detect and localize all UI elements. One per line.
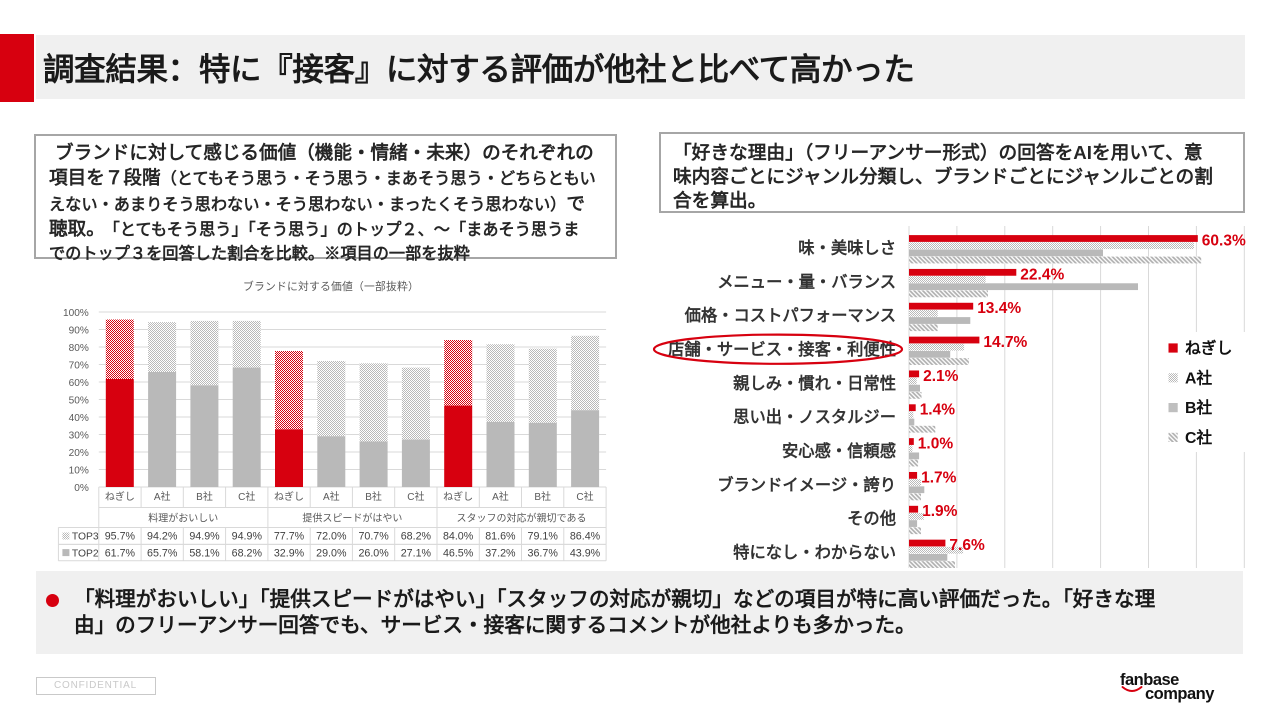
svg-text:B社: B社	[534, 490, 551, 503]
svg-text:1.0%: 1.0%	[918, 436, 954, 453]
svg-text:その他: その他	[847, 509, 897, 528]
svg-text:30%: 30%	[69, 431, 89, 442]
svg-text:0%: 0%	[74, 483, 89, 494]
svg-text:安心感・信頼感: 安心感・信頼感	[782, 442, 896, 461]
svg-text:36.7%: 36.7%	[528, 547, 559, 559]
svg-text:C社: C社	[1185, 428, 1212, 447]
svg-text:親しみ・慣れ・日常性: 親しみ・慣れ・日常性	[733, 374, 896, 393]
svg-text:A社: A社	[492, 490, 509, 503]
svg-text:58.1%: 58.1%	[189, 547, 220, 559]
svg-text:20%: 20%	[69, 448, 89, 459]
svg-text:A社: A社	[1185, 368, 1212, 387]
svg-text:22.4%: 22.4%	[1020, 266, 1064, 283]
svg-text:32.9%: 32.9%	[274, 547, 305, 559]
svg-text:味・美味しさ: 味・美味しさ	[798, 239, 896, 258]
svg-text:68.2%: 68.2%	[232, 547, 263, 559]
svg-text:70.7%: 70.7%	[358, 531, 389, 543]
svg-text:TOP3: TOP3	[72, 532, 99, 543]
svg-text:14.7%: 14.7%	[983, 334, 1027, 351]
svg-text:94.9%: 94.9%	[189, 531, 220, 543]
svg-text:79.1%: 79.1%	[528, 531, 559, 543]
svg-text:46.5%: 46.5%	[443, 547, 474, 559]
svg-text:スタッフの対応が親切である: スタッフの対応が親切である	[457, 511, 587, 524]
svg-text:B社: B社	[196, 490, 213, 503]
svg-text:ねぎし: ねぎし	[105, 490, 135, 503]
svg-text:65.7%: 65.7%	[147, 547, 178, 559]
svg-text:10%: 10%	[69, 466, 89, 477]
svg-text:1.4%: 1.4%	[920, 402, 956, 419]
svg-text:60.3%: 60.3%	[1202, 233, 1246, 250]
svg-text:68.2%: 68.2%	[401, 531, 432, 543]
svg-text:店舗・サービス・接客・利便性: 店舗・サービス・接客・利便性	[668, 340, 896, 359]
svg-text:思い出・ノスタルジー: 思い出・ノスタルジー	[733, 408, 896, 427]
svg-text:fanbase: fanbase	[1120, 671, 1179, 689]
svg-text:C社: C社	[407, 490, 424, 503]
svg-text:77.7%: 77.7%	[274, 531, 305, 543]
svg-text:43.9%: 43.9%	[570, 547, 601, 559]
svg-text:メニュー・量・バランス: メニュー・量・バランス	[717, 273, 896, 291]
svg-text:2.1%: 2.1%	[923, 368, 959, 385]
svg-text:60%: 60%	[69, 378, 89, 389]
svg-text:company: company	[1145, 685, 1215, 703]
svg-text:29.0%: 29.0%	[316, 547, 347, 559]
svg-text:61.7%: 61.7%	[105, 547, 136, 559]
svg-text:料理がおいしい: 料理がおいしい	[148, 511, 218, 524]
svg-text:81.6%: 81.6%	[485, 531, 516, 543]
svg-text:提供スピードがはやい: 提供スピードがはやい	[302, 511, 402, 524]
svg-text:84.0%: 84.0%	[443, 531, 474, 543]
svg-text:94.2%: 94.2%	[147, 531, 178, 543]
svg-text:7.6%: 7.6%	[949, 537, 985, 554]
svg-text:80%: 80%	[69, 343, 89, 354]
svg-text:72.0%: 72.0%	[316, 531, 347, 543]
svg-text:ねぎし: ねぎし	[443, 490, 473, 503]
svg-text:B社: B社	[365, 490, 382, 503]
svg-text:1.7%: 1.7%	[921, 469, 957, 486]
svg-text:TOP2: TOP2	[72, 548, 99, 559]
svg-text:94.9%: 94.9%	[232, 531, 263, 543]
svg-text:1.9%: 1.9%	[922, 503, 958, 520]
svg-text:50%: 50%	[69, 396, 89, 407]
svg-text:特になし・わからない: 特になし・わからない	[733, 543, 896, 562]
svg-text:ブランドイメージ・誇り: ブランドイメージ・誇り	[717, 475, 896, 494]
svg-text:100%: 100%	[63, 308, 89, 319]
svg-text:A社: A社	[323, 490, 340, 503]
svg-text:価格・コストパフォーマンス: 価格・コストパフォーマンス	[684, 306, 896, 325]
svg-text:ブランドに対する価値（一部抜粋）: ブランドに対する価値（一部抜粋）	[243, 279, 419, 293]
svg-text:ねぎし: ねぎし	[1185, 339, 1232, 358]
svg-text:B社: B社	[1185, 398, 1212, 417]
svg-text:A社: A社	[154, 490, 171, 503]
svg-text:95.7%: 95.7%	[105, 531, 136, 543]
svg-text:70%: 70%	[69, 361, 89, 372]
svg-text:86.4%: 86.4%	[570, 531, 601, 543]
svg-text:ねぎし: ねぎし	[274, 490, 304, 503]
svg-text:26.0%: 26.0%	[358, 547, 389, 559]
svg-text:27.1%: 27.1%	[401, 547, 432, 559]
svg-text:C社: C社	[576, 490, 593, 503]
svg-text:90%: 90%	[69, 326, 89, 337]
svg-text:37.2%: 37.2%	[485, 547, 516, 559]
svg-text:13.4%: 13.4%	[977, 300, 1021, 317]
svg-text:C社: C社	[238, 490, 255, 503]
svg-text:40%: 40%	[69, 413, 89, 424]
